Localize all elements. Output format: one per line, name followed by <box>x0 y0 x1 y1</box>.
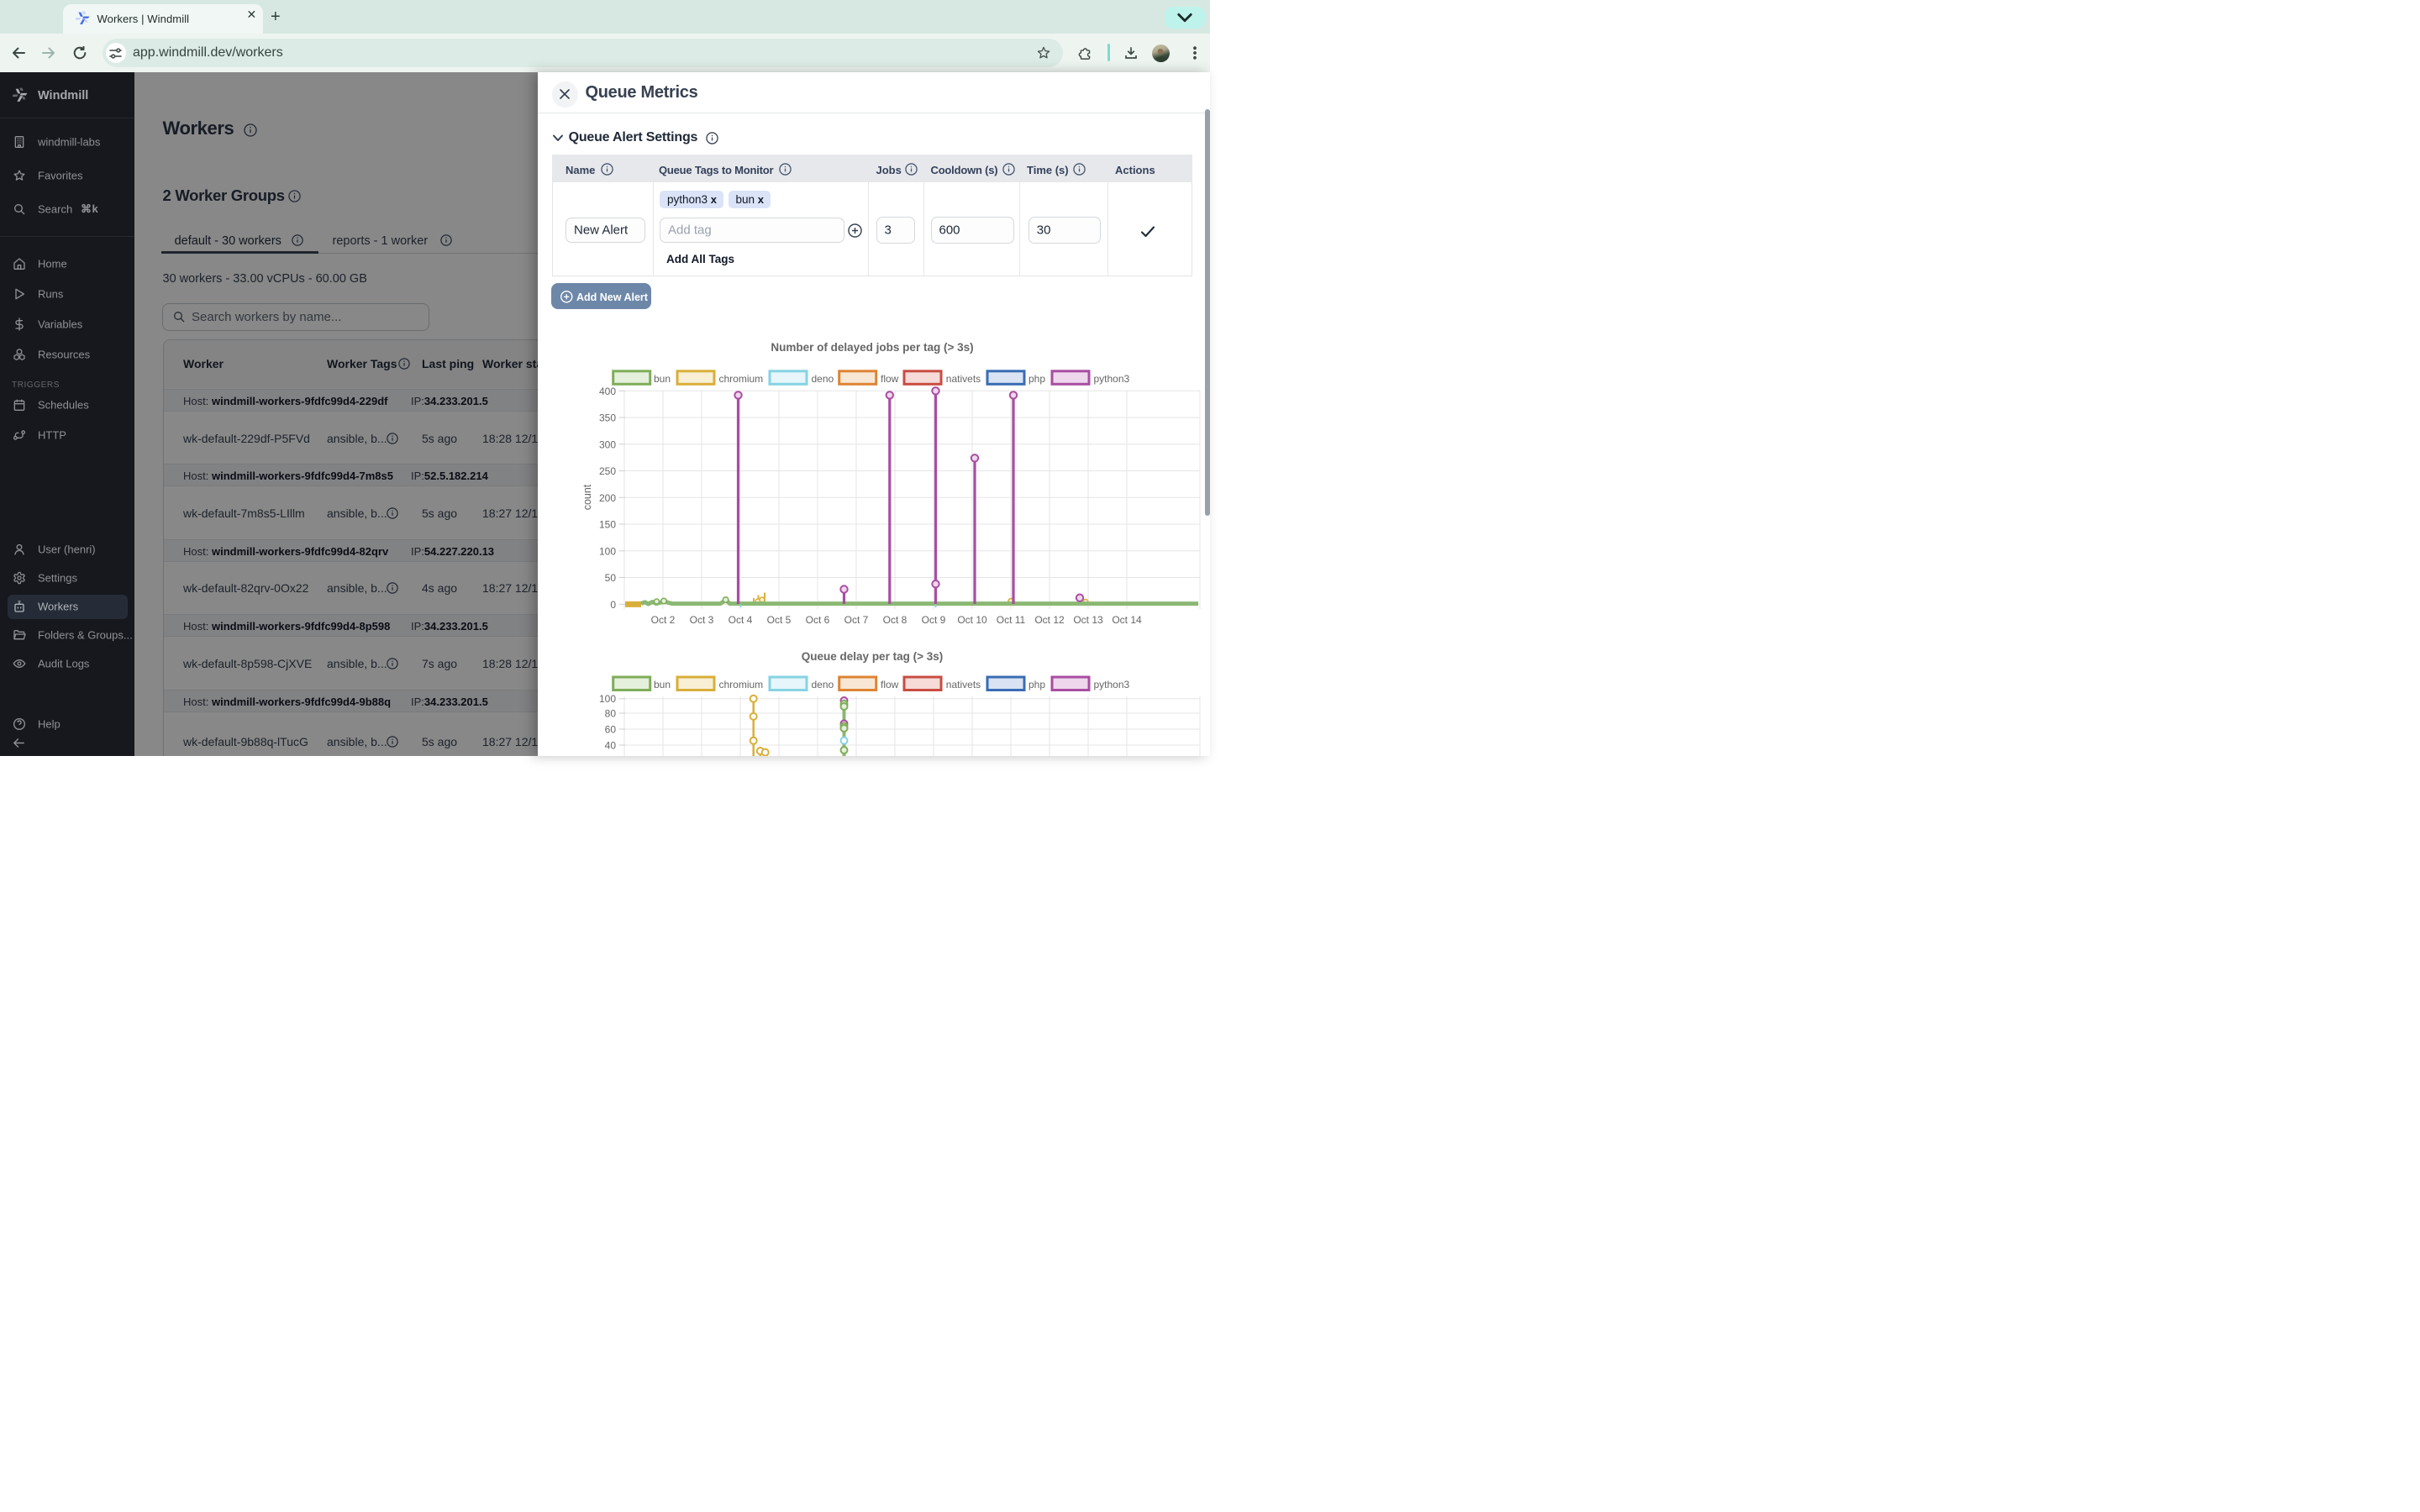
svg-text:php: php <box>1028 373 1045 385</box>
svg-text:0: 0 <box>610 599 616 611</box>
svg-text:Oct 8: Oct 8 <box>883 614 908 626</box>
svg-text:Oct 6: Oct 6 <box>806 614 830 626</box>
svg-text:40: 40 <box>605 740 617 752</box>
svg-text:chromium: chromium <box>719 679 764 690</box>
svg-text:flow: flow <box>881 373 899 385</box>
svg-text:deno: deno <box>812 679 834 690</box>
svg-text:Number of delayed jobs per tag: Number of delayed jobs per tag (> 3s) <box>771 341 973 354</box>
svg-text:nativets: nativets <box>946 679 981 690</box>
svg-text:250: 250 <box>599 465 616 477</box>
svg-text:Oct 11: Oct 11 <box>997 614 1026 626</box>
svg-text:60: 60 <box>605 724 617 736</box>
svg-text:Oct 3: Oct 3 <box>690 614 714 626</box>
svg-text:count: count <box>581 484 593 510</box>
svg-text:Oct 4: Oct 4 <box>729 614 753 626</box>
svg-text:chromium: chromium <box>719 373 764 385</box>
svg-text:Oct 12: Oct 12 <box>1034 614 1065 626</box>
svg-text:Oct 5: Oct 5 <box>767 614 792 626</box>
svg-text:python3: python3 <box>1094 373 1130 385</box>
svg-text:deno: deno <box>812 373 834 385</box>
svg-text:150: 150 <box>599 519 616 531</box>
svg-text:100: 100 <box>599 693 616 705</box>
svg-text:200: 200 <box>599 492 616 504</box>
svg-text:100: 100 <box>599 546 616 558</box>
svg-text:350: 350 <box>599 412 616 424</box>
svg-text:Oct 2: Oct 2 <box>651 614 676 626</box>
svg-text:nativets: nativets <box>946 373 981 385</box>
svg-text:Oct 9: Oct 9 <box>922 614 946 626</box>
svg-text:bun: bun <box>654 373 671 385</box>
svg-text:Queue delay per tag (> 3s): Queue delay per tag (> 3s) <box>802 650 943 663</box>
svg-text:Oct 10: Oct 10 <box>957 614 987 626</box>
svg-text:300: 300 <box>599 439 616 451</box>
svg-text:80: 80 <box>605 708 617 720</box>
svg-text:python3: python3 <box>1094 679 1130 690</box>
svg-text:php: php <box>1028 679 1045 690</box>
svg-text:50: 50 <box>605 572 617 584</box>
svg-text:Oct 13: Oct 13 <box>1073 614 1103 626</box>
svg-text:bun: bun <box>654 679 671 690</box>
svg-text:Oct 14: Oct 14 <box>1112 614 1142 626</box>
svg-text:flow: flow <box>881 679 899 690</box>
svg-text:Oct 7: Oct 7 <box>844 614 869 626</box>
svg-text:400: 400 <box>599 386 616 397</box>
